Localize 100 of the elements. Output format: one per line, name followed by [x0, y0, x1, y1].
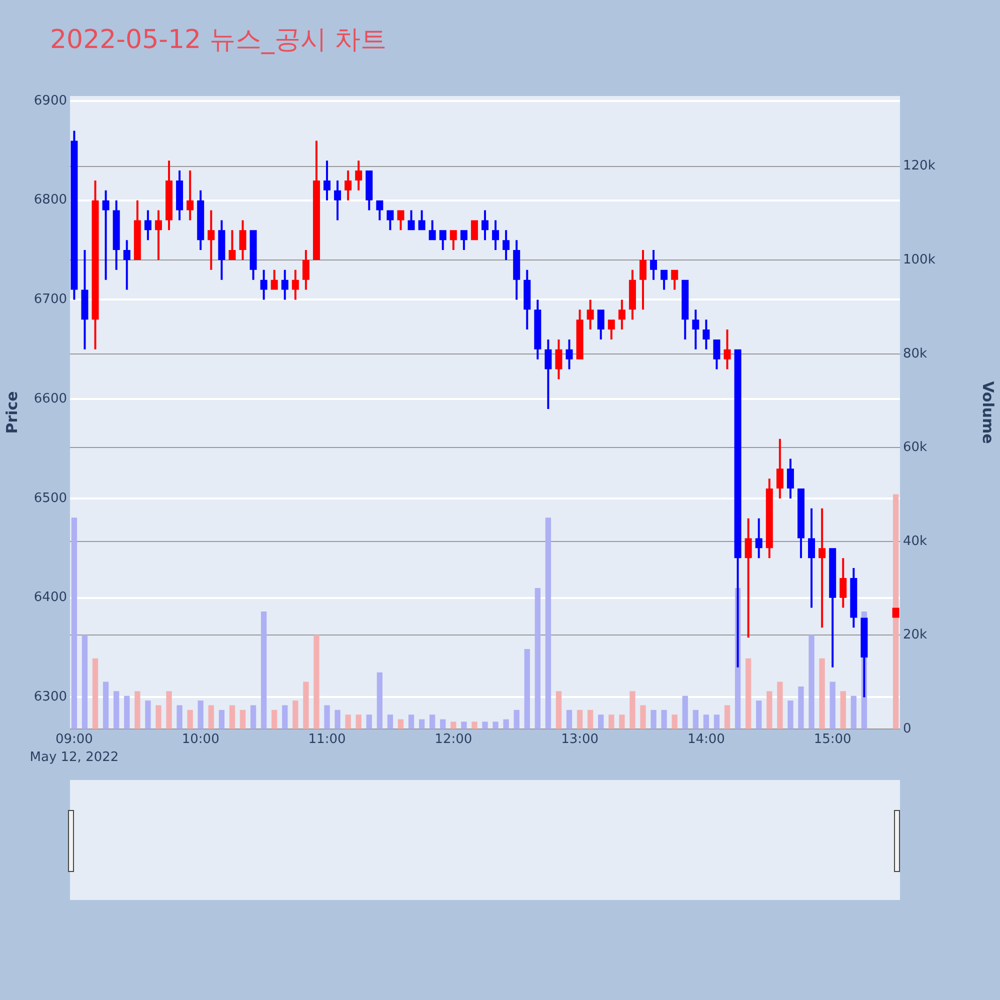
x-tick-label: 13:00 [561, 732, 599, 748]
candlestick [418, 210, 426, 230]
bar [187, 710, 193, 729]
bar [418, 719, 425, 729]
bar [766, 691, 772, 729]
bar [208, 705, 214, 729]
candlestick [829, 548, 836, 668]
candlestick [397, 210, 404, 230]
bar [608, 714, 614, 729]
candlestick [70, 130, 78, 300]
bar [260, 611, 267, 729]
candlestick [186, 170, 194, 220]
candlestick [818, 508, 826, 628]
candlestick [281, 270, 288, 300]
bar [566, 710, 572, 729]
bar [176, 705, 182, 729]
candlestick [302, 250, 310, 290]
bar [534, 588, 540, 729]
candlestick [408, 210, 415, 230]
bar [398, 719, 404, 729]
bar [745, 658, 752, 729]
candlestick [376, 200, 384, 220]
bar [588, 710, 594, 729]
bar [166, 691, 172, 729]
bar [334, 710, 340, 729]
candlestick [586, 300, 594, 330]
bar [82, 634, 88, 729]
bar [124, 696, 130, 729]
candlestick [671, 270, 678, 290]
bar [650, 710, 656, 729]
candlestick [639, 250, 646, 310]
candlestick [470, 220, 478, 240]
candlestick [228, 230, 236, 260]
candlestick [892, 608, 900, 618]
candlestick [355, 160, 362, 190]
candlestick [755, 518, 762, 558]
bar [661, 710, 667, 729]
bar [556, 691, 562, 729]
y2-tick-label: 60k [903, 440, 928, 456]
bar [640, 705, 646, 729]
candlestick [166, 160, 173, 230]
bar [461, 722, 467, 729]
bar [282, 705, 288, 729]
candlestick [786, 458, 794, 498]
y-tick-label: 6500 [34, 490, 67, 506]
x-tick-label: 15:00 [814, 732, 852, 748]
y-tick-label: 6300 [34, 690, 67, 705]
candlestick [513, 240, 520, 300]
bar [703, 714, 710, 729]
bar [892, 494, 899, 729]
candlestick [239, 220, 246, 260]
candlestick [292, 270, 299, 300]
x-tick-label: 09:00 [55, 732, 93, 748]
candlestick [840, 558, 847, 608]
bar [692, 710, 698, 729]
candlestick [312, 140, 320, 260]
candlestick [544, 339, 552, 410]
y-tick-label: 6600 [34, 391, 67, 406]
bar [229, 705, 236, 729]
candlestick [344, 170, 352, 200]
bar [503, 719, 509, 729]
bar [576, 710, 583, 729]
y2-tick-label: 100k [903, 252, 936, 268]
candlestick [724, 330, 731, 370]
bar [134, 691, 140, 729]
candlestick [218, 220, 226, 280]
bar [92, 658, 98, 729]
candlestick [850, 568, 858, 628]
bar [324, 705, 330, 729]
bar [314, 634, 320, 729]
candlestick [450, 230, 457, 250]
bar [840, 691, 846, 729]
candlestick [702, 320, 710, 350]
candlestick [197, 190, 204, 250]
bar [724, 705, 730, 729]
bar [798, 686, 804, 729]
candlestick [576, 310, 584, 360]
candlestick [534, 300, 542, 360]
candlestick [460, 230, 468, 250]
bar [492, 722, 498, 729]
x-tick-label: 11:00 [308, 732, 346, 748]
bar [345, 714, 351, 729]
y2-tick-label: 120k [903, 158, 936, 174]
x-tick-label: 10:00 [182, 732, 220, 748]
bar [682, 696, 688, 729]
x-tick-label: 12:00 [434, 732, 472, 748]
candlestick [808, 508, 816, 608]
bar [756, 700, 762, 729]
candlestick [102, 190, 110, 280]
candlestick [797, 488, 804, 558]
candlestick [260, 270, 268, 300]
bar [376, 672, 382, 729]
bar [250, 705, 256, 729]
y2-axis-title: Volume [979, 381, 998, 444]
text: May 12, 2022 [30, 750, 119, 765]
y2-tick-label: 20k [903, 628, 928, 643]
candlestick [597, 310, 604, 340]
candlestick [776, 438, 784, 498]
bar [545, 518, 552, 729]
candlestick [208, 210, 215, 270]
